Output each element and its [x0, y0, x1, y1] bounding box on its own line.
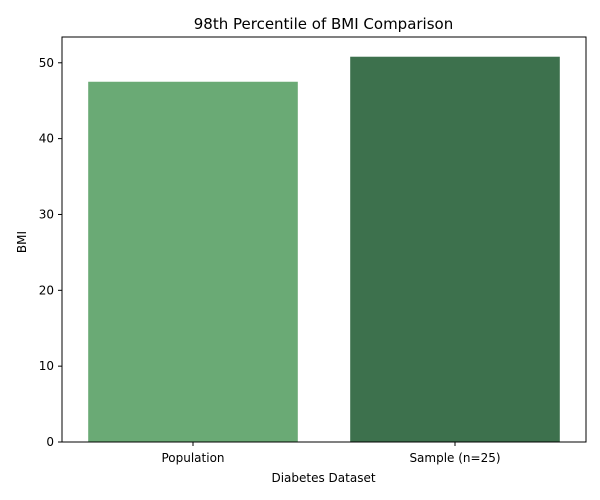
y-tick-label: 30 [39, 207, 54, 221]
y-tick-label: 40 [39, 132, 54, 146]
axes-frame [61, 36, 587, 443]
y-axis-label: BMI [15, 231, 29, 253]
y-tick-label: 10 [39, 359, 54, 373]
bar-population [88, 81, 298, 442]
bar-sample-n-25 [350, 56, 560, 442]
y-tick-label: 50 [39, 56, 54, 70]
y-tick-label: 0 [46, 435, 54, 449]
x-axis-label: Diabetes Dataset [271, 471, 375, 485]
y-tick-label: 20 [39, 283, 54, 297]
x-tick-label: Sample (n=25) [409, 451, 500, 465]
x-tick-label: Population [161, 451, 224, 465]
plot-area: Population Sample (n=25) 0 10 20 30 40 50 [39, 36, 587, 465]
chart-title: 98th Percentile of BMI Comparison [194, 15, 453, 33]
